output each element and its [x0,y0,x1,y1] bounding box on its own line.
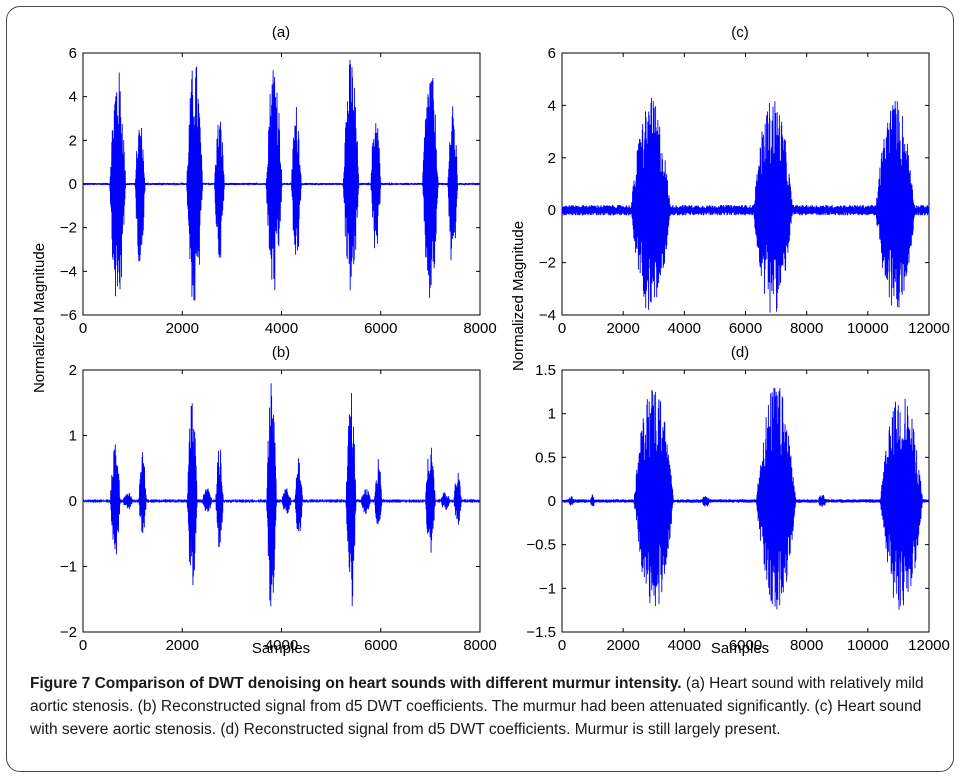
x-tick-label: 8000 [790,637,823,654]
y-tick-label: −4 [60,263,77,280]
y-tick-label: 2 [548,150,556,167]
panel-a-plot: 0 2000 4000 6000 8000 −6 −4 −2 0 2 4 6 [60,45,497,337]
x-tick-label: 4000 [668,637,701,654]
x-tick-label: 6000 [364,637,397,654]
x-tick-label: 12000 [908,637,950,654]
y-tick-label: −2 [60,624,77,641]
panel-c: (c) 0 2000 4000 6000 8000 10000 12000 −4 −2 0 2 4 6 [539,24,950,337]
x-tick-label: 10000 [847,637,889,654]
y-tick-label: −1 [539,580,556,597]
x-tick-label: 0 [558,637,566,654]
panel-d-title: (d) [731,344,749,361]
x-tick-label: 8000 [463,320,496,337]
x-tick-label: 0 [558,320,566,337]
x-tick-label: 4000 [265,320,298,337]
panel-a: (a) 0 2000 4000 6000 8000 −6 −4 −2 0 2 4 6 [60,24,497,337]
x-tick-label: 8000 [463,637,496,654]
x-tick-label: 4000 [668,320,701,337]
signal-trace-a [82,59,481,301]
x-tick-label: 4000 [265,637,298,654]
panel-b: (b) 0 2000 4000 6000 8000 −2 −1 0 1 2 Samples [60,344,497,657]
y-tick-label: 1 [69,428,77,445]
panel-d-plot: 0 2000 4000 6000 8000 10000 12000 −1.5 −1 −0.5 0 0.… [526,362,949,654]
y-tick-label: 2 [69,362,77,379]
y-tick-label: −6 [60,307,77,324]
y-tick-label: −4 [539,307,556,324]
x-tick-label: 6000 [729,637,762,654]
x-tick-label: 0 [79,637,87,654]
left-ylabel: Normalized Magnitude [31,243,48,393]
y-tick-label: 4 [69,89,77,106]
caption-title: Figure 7 Comparison of DWT denoising on … [30,675,682,692]
x-tick-label: 2000 [166,320,199,337]
panel-a-title: (a) [272,24,290,41]
y-tick-label: −0.5 [526,537,556,554]
x-tick-label: 6000 [729,320,762,337]
panel-c-plot: 0 2000 4000 6000 8000 10000 12000 −4 −2 0 2 4 6 [539,45,950,337]
figure-caption: Figure 7 Comparison of DWT denoising on … [30,672,935,741]
x-tick-label: 10000 [847,320,889,337]
x-tick-label: 2000 [166,637,199,654]
panel-b-title: (b) [272,344,290,361]
y-tick-label: 0 [69,493,77,510]
y-tick-label: 4 [548,97,556,114]
x-tick-label: 2000 [606,637,639,654]
y-tick-label: 1.5 [535,362,556,379]
panel-b-plot: 0 2000 4000 6000 8000 −2 −1 0 1 2 [60,362,497,654]
panel-d-xlabel: Samples [711,640,769,657]
x-tick-label: 12000 [908,320,950,337]
y-tick-label: 6 [548,45,556,62]
plot-area-c [561,52,930,316]
y-tick-label: −2 [60,220,77,237]
y-tick-label: 0 [69,176,77,193]
signal-trace-c [561,97,930,313]
y-tick-label: −1 [60,559,77,576]
panel-b-xlabel: Samples [252,640,310,657]
x-tick-label: 2000 [606,320,639,337]
panel-d: (d) 0 2000 4000 6000 8000 10000 12000 −1.5 −1 −0.… [526,344,949,657]
x-tick-label: 0 [79,320,87,337]
x-tick-label: 6000 [364,320,397,337]
caption-text: (a) Heart sound with relatively mild aor… [30,675,924,738]
right-ylabel: Normalized Magnitude [510,221,527,371]
y-tick-label: 0.5 [535,449,556,466]
y-tick-label: 1 [548,406,556,423]
y-tick-label: 0 [548,493,556,510]
panel-c-title: (c) [731,24,749,41]
y-tick-label: −2 [539,255,556,272]
signal-trace-d [561,387,930,610]
x-tick-label: 8000 [790,320,823,337]
y-tick-label: −1.5 [526,624,556,641]
y-tick-label: 0 [548,202,556,219]
signal-trace-b [82,383,481,607]
y-tick-label: 6 [69,45,77,62]
y-tick-label: 2 [69,132,77,149]
